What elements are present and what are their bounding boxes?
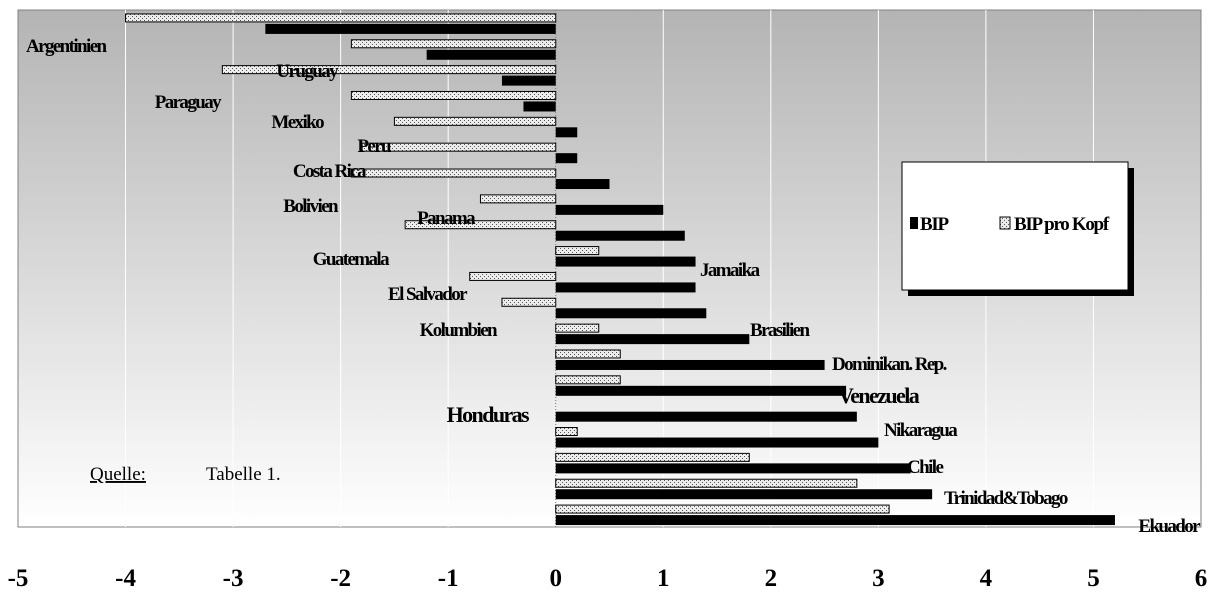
bar-bip	[555, 308, 707, 319]
category-label: Costa Rica	[293, 161, 367, 182]
x-tick-label: -5	[8, 565, 29, 592]
bar-bip	[555, 489, 933, 500]
legend-label-bip: BIP	[920, 214, 949, 235]
bar-bip	[555, 282, 696, 293]
bar-bip-pro-kopf	[555, 349, 621, 359]
bar-bip	[555, 437, 879, 448]
source-text: Tabelle 1.	[206, 464, 281, 485]
category-label: Uruguay	[276, 61, 339, 82]
category-label: Honduras	[447, 402, 530, 427]
bar-bip	[555, 334, 750, 345]
category-label: Venezuela	[838, 383, 920, 408]
x-tick-label: 5	[1087, 565, 1100, 592]
x-tick-label: -4	[115, 565, 136, 592]
category-label: Argentinien	[26, 36, 108, 57]
bar-bip-pro-kopf	[350, 168, 557, 178]
category-label: El Salvador	[388, 284, 468, 305]
source-label: Quelle:	[90, 464, 146, 485]
bar-bip	[523, 101, 556, 112]
legend-swatch-bip-pro-kopf	[999, 216, 1011, 230]
x-tick-label: -1	[438, 565, 459, 592]
category-label: Panama	[417, 208, 476, 229]
x-tick-label: 4	[980, 565, 993, 592]
category-label: Chile	[907, 457, 943, 478]
bar-bip	[555, 127, 578, 138]
bar-bip-pro-kopf	[555, 452, 750, 462]
bar-bip-pro-kopf	[125, 13, 557, 23]
legend: BIP BIP pro Kopf	[901, 161, 1134, 296]
bar-bip-pro-kopf	[479, 194, 557, 204]
x-tick-label: 2	[765, 565, 778, 592]
legend-label-bip-pro-kopf: BIP pro Kopf	[1014, 214, 1110, 235]
category-label: Ekuador	[1138, 516, 1201, 537]
category-label: Kolumbien	[420, 320, 498, 341]
category-label: Brasilien	[750, 320, 810, 341]
bar-bip-pro-kopf	[469, 271, 557, 281]
category-label: Dominikan. Rep.	[832, 354, 947, 375]
category-label: Nikaragua	[884, 420, 958, 441]
bar-bip-pro-kopf	[555, 375, 621, 385]
category-label: Bolivien	[283, 196, 339, 217]
bar-bip-pro-kopf	[555, 246, 600, 256]
legend-swatch-bip	[910, 217, 918, 229]
bar-bip-pro-kopf	[555, 427, 578, 437]
category-label: Trinidad&Tobago	[944, 488, 1068, 509]
category-label: Peru	[357, 136, 392, 157]
bar-bip-pro-kopf	[555, 478, 858, 488]
bar-bip	[555, 230, 685, 241]
category-label: Jamaika	[700, 260, 761, 281]
bar-bip-pro-kopf	[555, 323, 600, 333]
x-tick-label: 1	[657, 565, 670, 592]
bar-bip-pro-kopf	[555, 504, 890, 514]
bar-bip	[555, 411, 857, 422]
bar-bip-pro-kopf	[393, 116, 557, 126]
x-tick-label: -3	[223, 565, 244, 592]
bar-bip	[555, 359, 825, 370]
x-tick-labels: -5 -4 -3 -2 -1 0 1 2 3 4 5 6	[8, 565, 1208, 592]
bar-bip-pro-kopf	[361, 142, 557, 152]
bar-bip-pro-kopf	[404, 220, 557, 230]
bar-bip	[555, 204, 664, 215]
category-label: Guatemala	[313, 249, 390, 270]
x-tick-label: 0	[549, 565, 562, 592]
bar-bip	[555, 153, 578, 164]
bar-bip	[555, 515, 1115, 526]
bar-bip	[265, 23, 556, 34]
bar-bip	[555, 385, 847, 396]
bar-bip-pro-kopf	[221, 65, 557, 75]
bar-bip	[501, 75, 556, 86]
bars	[125, 13, 1115, 526]
bar-bip-pro-kopf	[501, 297, 557, 307]
source-note: Quelle: Tabelle 1.	[90, 464, 281, 485]
bar-bip	[426, 49, 556, 60]
category-label: Paraguay	[155, 92, 222, 113]
x-tick-label: 3	[872, 565, 885, 592]
category-labels: Argentinien Uruguay Paraguay Mexiko Peru Cost…	[26, 36, 1203, 537]
bar-bip	[555, 179, 610, 190]
x-tick-label: 6	[1195, 565, 1208, 592]
bar-bip-pro-kopf	[350, 90, 557, 100]
bar-bip	[555, 256, 696, 267]
bar-bip-pro-kopf	[350, 39, 557, 49]
x-tick-label: -2	[330, 565, 351, 592]
category-label: Mexiko	[271, 112, 324, 133]
bar-bip	[555, 463, 911, 474]
